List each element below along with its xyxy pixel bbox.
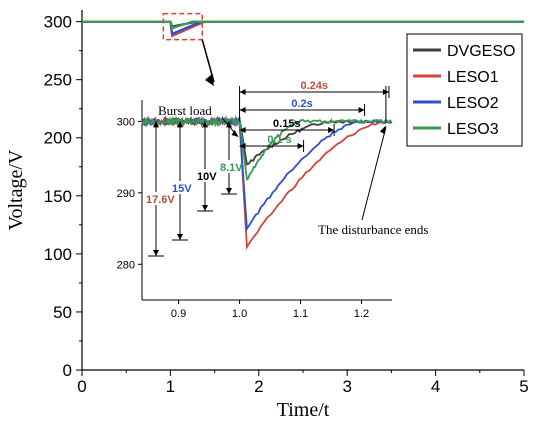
legend-label-dvgeso: DVGESO — [447, 43, 515, 60]
voltage-drop-label: 17.6V — [146, 194, 175, 206]
inset-y-tick-label: 280 — [117, 259, 135, 271]
inset-x-tick-label: 1.1 — [293, 308, 308, 320]
inset-series-leso3 — [141, 115, 391, 181]
x-tick-label: 1 — [166, 377, 175, 396]
time-span-arrow-left — [239, 127, 246, 133]
time-span-arrow-right — [328, 127, 335, 133]
time-span-arrow-left — [239, 107, 246, 113]
y-tick-label: 50 — [53, 303, 72, 322]
time-span-arrow-left — [239, 89, 246, 95]
y-tick-label: 150 — [44, 187, 72, 206]
x-tick-label: 2 — [254, 377, 263, 396]
time-span-label: 0.15s — [273, 118, 301, 130]
voltage-drop-label-bg — [170, 181, 192, 194]
zoom-box — [162, 12, 203, 41]
y-tick-label: 100 — [44, 245, 72, 264]
inset-x-tick-label: 1.0 — [232, 308, 247, 320]
time-span-label: 0.1 s — [267, 134, 291, 146]
legend-label-leso1: LESO1 — [447, 69, 499, 86]
zoom-arrow-head — [205, 74, 214, 86]
x-tick-label: 3 — [342, 377, 351, 396]
time-span-label: 0.24s — [300, 80, 328, 92]
inset-plot: 0.9 1.0 1.1 1.2 280 290 300 0.24s 0.2s 0.15s 0.1 s… — [117, 80, 429, 320]
time-span-arrow-left — [239, 143, 246, 149]
voltage-drop-label: 15V — [172, 183, 192, 195]
y-tick-label: 250 — [44, 71, 72, 90]
inset-x-tick-label: 1.2 — [354, 308, 369, 320]
x-tick-label: 0 — [77, 377, 86, 396]
burst-load-arrow-head — [231, 130, 239, 137]
time-span-arrow-right — [358, 107, 365, 113]
voltage-drop-arrow-top — [202, 121, 208, 128]
time-span-label: 0.2s — [291, 98, 312, 110]
voltage-drop-label: 8.1V — [220, 162, 243, 174]
voltage-drop-arrow-top — [153, 121, 159, 128]
voltage-drop-arrow-bottom — [153, 250, 159, 256]
y-axis-label: Voltage/V — [5, 149, 27, 230]
voltage-drop-arrow-bottom — [226, 188, 232, 194]
legend: DVGESO LESO1 LESO2 LESO3 — [406, 33, 523, 147]
burst-load-label: Burst load — [158, 103, 212, 118]
voltage-drop-label-bg — [144, 192, 174, 205]
x-tick-label: 4 — [431, 377, 440, 396]
x-tick-label: 5 — [519, 377, 528, 396]
voltage-drop-label-bg — [195, 169, 217, 182]
voltage-drop-arrow-top — [177, 121, 183, 128]
legend-label-leso3: LESO3 — [447, 121, 499, 138]
x-axis-label: Time/t — [277, 399, 330, 421]
voltage-drop-label-bg — [218, 160, 240, 173]
voltage-drop-arrow-bottom — [177, 234, 183, 240]
inset-y-tick-label: 300 — [117, 116, 135, 128]
voltage-drop-label: 10V — [197, 171, 217, 183]
time-span-arrow-right — [297, 143, 304, 149]
inset-y-tick-label: 290 — [117, 188, 135, 200]
voltage-drop-arrow-top — [226, 121, 232, 128]
inset-x-tick-label: 0.9 — [171, 308, 186, 320]
y-tick-label: 300 — [44, 13, 72, 32]
voltage-drop-arrow-bottom — [202, 205, 208, 211]
main-series-leso3 — [82, 20, 524, 30]
disturbance-ends-label: The disturbance ends — [318, 222, 428, 237]
disturbance-ends-arrow-head — [379, 125, 386, 135]
legend-label-leso2: LESO2 — [447, 95, 499, 112]
y-tick-label: 200 — [44, 129, 72, 148]
y-tick-label: 0 — [63, 361, 72, 380]
main-series-leso2 — [82, 20, 524, 36]
disturbance-ends-arrow — [361, 127, 387, 221]
